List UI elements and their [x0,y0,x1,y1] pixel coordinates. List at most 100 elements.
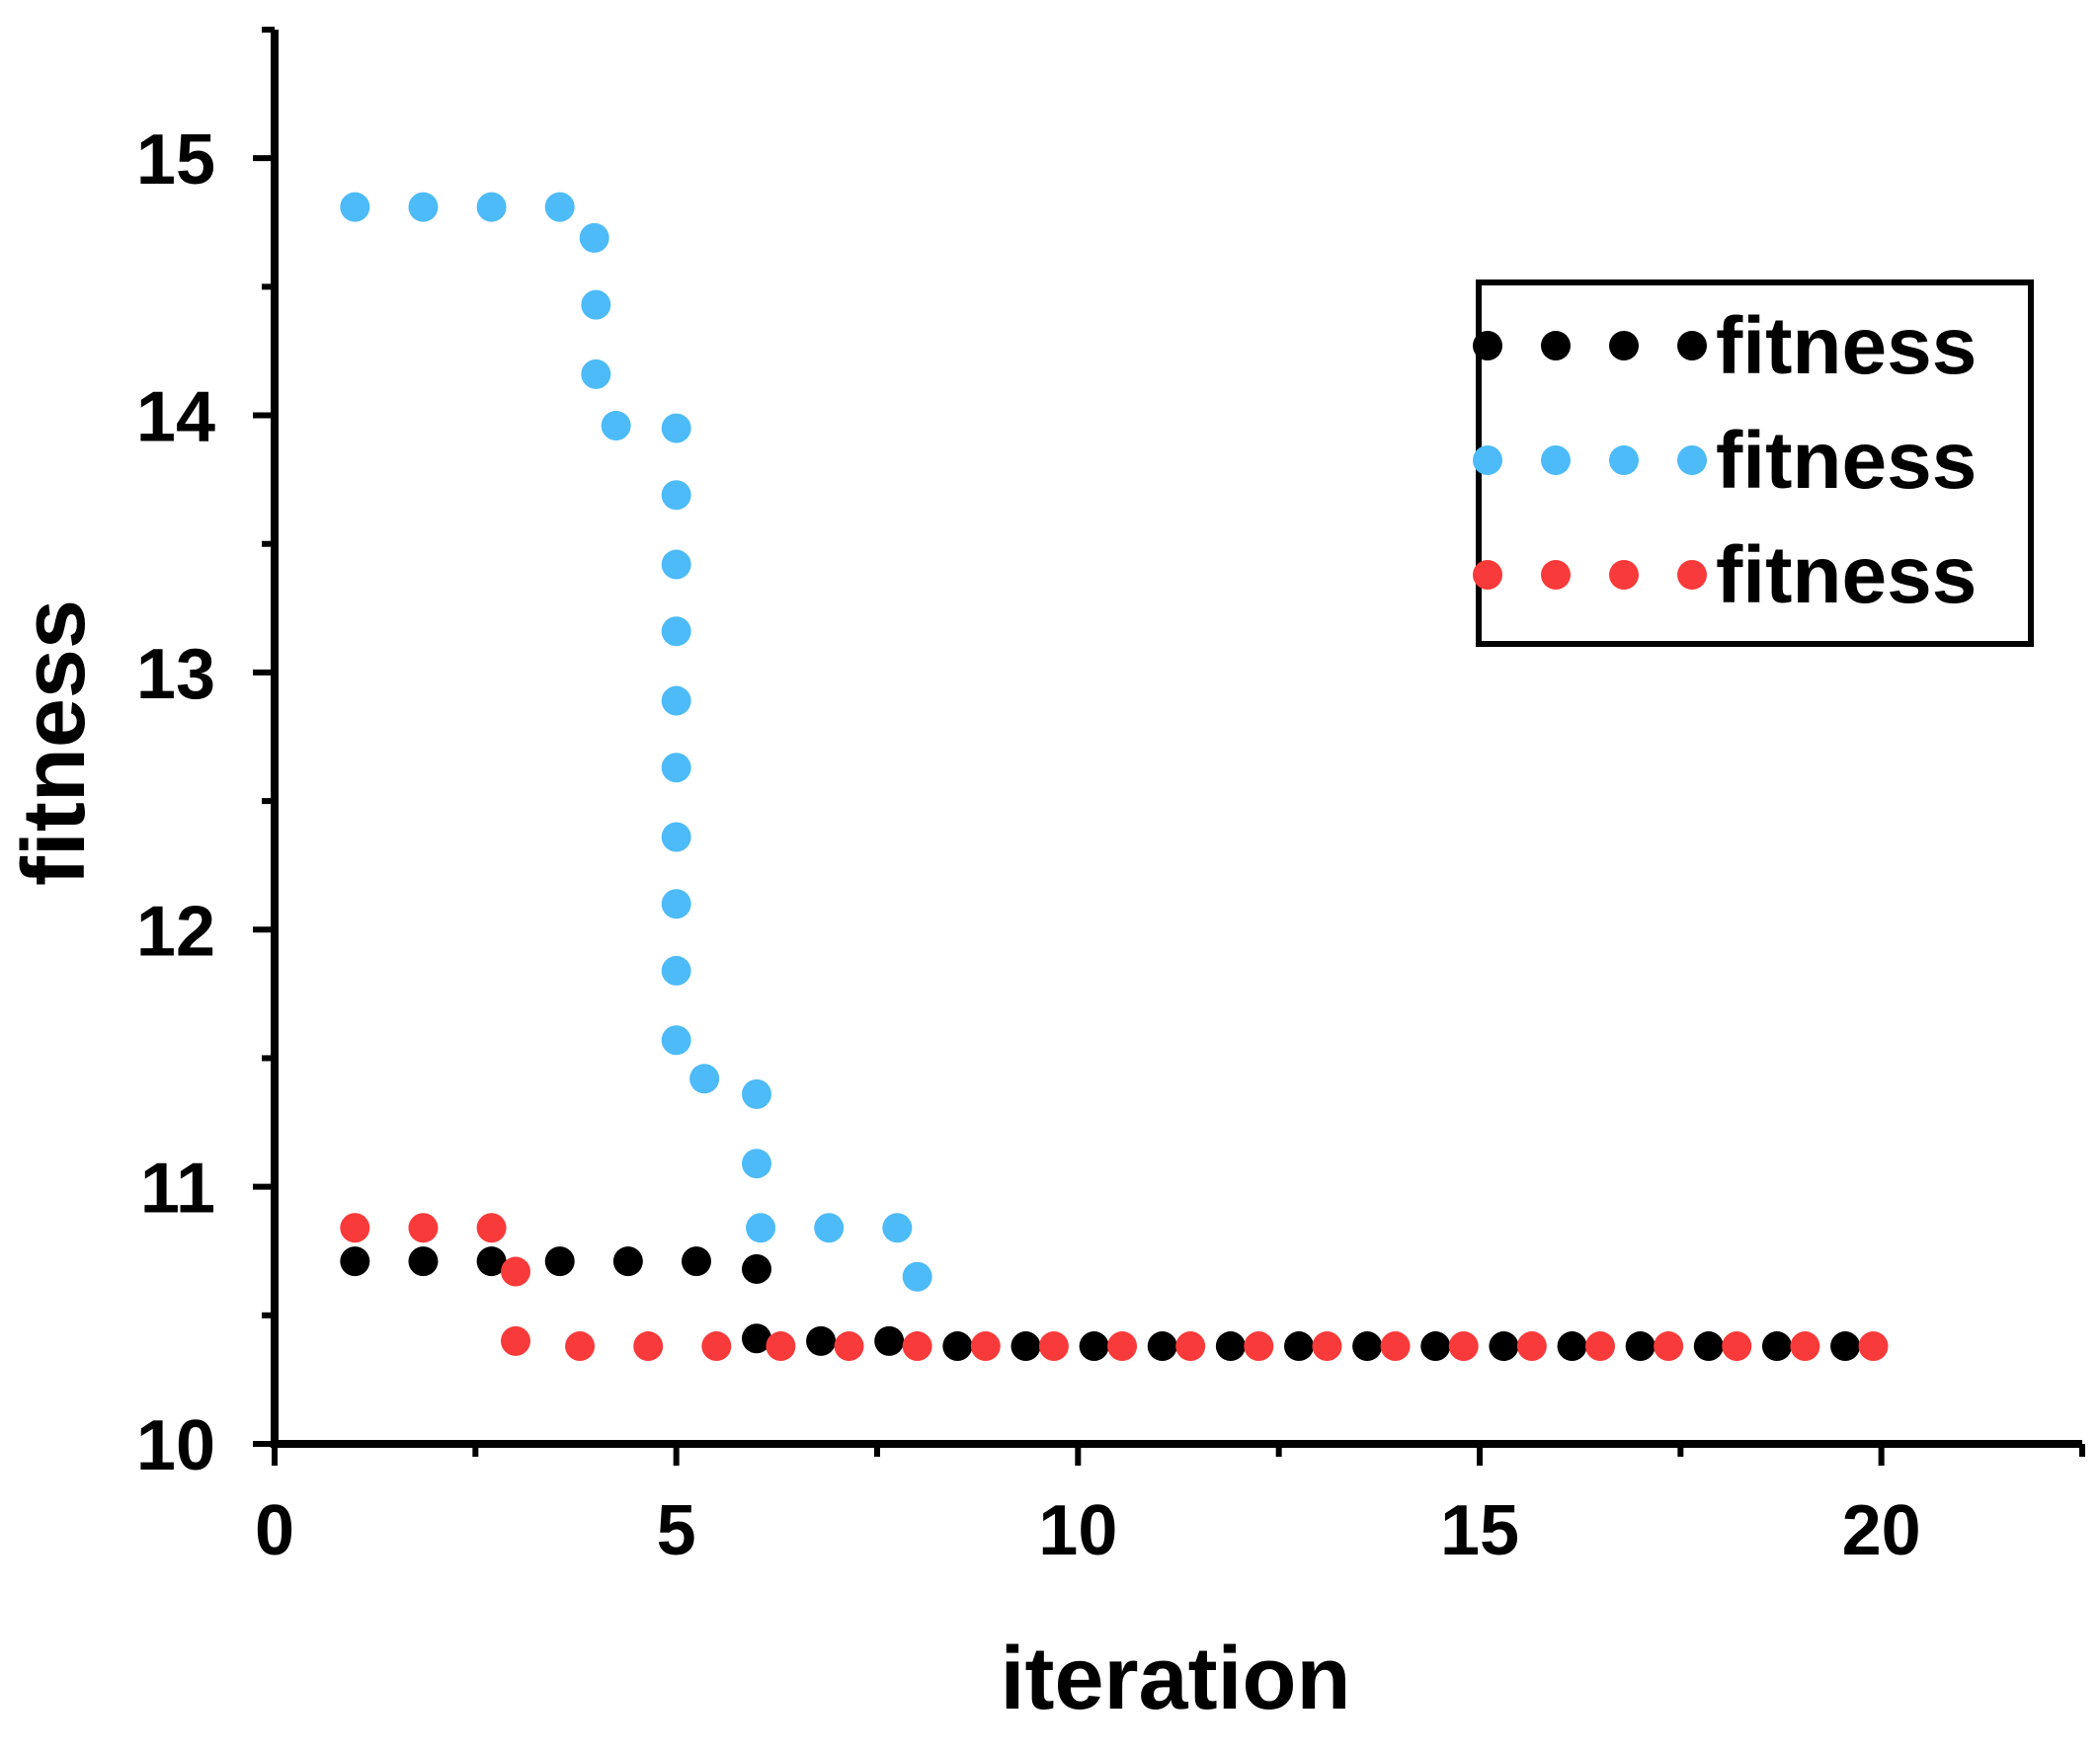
data-point-series-3 [1722,1331,1752,1362]
data-point-series-2 [661,413,691,443]
y-tick-label: 11 [140,1150,215,1229]
data-point-series-3 [340,1213,370,1243]
data-point-series-2 [476,192,507,222]
data-point-series-1 [1079,1331,1109,1362]
legend-marker [1473,331,1502,360]
data-point-series-1 [942,1331,973,1362]
data-point-series-1 [742,1253,771,1284]
data-point-series-2 [544,192,575,222]
legend-marker [1609,331,1639,360]
x-tick-label: 0 [255,1491,294,1570]
legend-box [1476,279,2034,647]
data-point-series-3 [565,1331,596,1362]
axis-ticks: 0 5 10 15 20 10 11 12 13 14 15 [136,27,2085,1570]
data-point-series-3 [1038,1331,1069,1362]
data-points [340,192,1889,1362]
data-point-series-3 [1858,1331,1889,1362]
data-point-series-3 [766,1331,796,1362]
data-point-series-3 [408,1213,439,1243]
legend: fitness fitness fitness [1473,279,2034,647]
data-point-series-2 [882,1213,913,1243]
data-point-series-2 [581,289,611,320]
data-point-series-3 [501,1325,530,1356]
data-point-series-3 [1654,1331,1684,1362]
data-point-series-3 [1516,1331,1547,1362]
x-tick-label: 20 [1842,1491,1921,1570]
y-tick-label: 13 [136,635,215,714]
legend-marker [1609,560,1639,590]
data-point-series-3 [1107,1331,1138,1362]
data-point-series-1 [476,1246,507,1277]
data-point-series-2 [689,1064,720,1094]
data-point-series-2 [661,685,691,716]
data-point-series-3 [1244,1331,1274,1362]
data-point-series-3 [1175,1331,1206,1362]
data-point-series-2 [814,1213,845,1243]
data-point-series-1 [1010,1331,1041,1362]
y-tick-label: 12 [136,892,215,971]
x-tick-label: 15 [1440,1491,1519,1570]
data-point-series-3 [1448,1331,1479,1362]
legend-label: fitness [1716,416,1977,506]
data-point-series-3 [1380,1331,1411,1362]
data-point-series-1 [742,1323,771,1354]
data-point-series-2 [746,1213,776,1243]
legend-marker [1541,560,1571,590]
legend-label: fitness [1716,301,1977,391]
x-tick-label: 5 [657,1491,696,1570]
data-point-series-1 [1352,1331,1383,1362]
data-point-series-1 [1147,1331,1177,1362]
data-point-series-2 [661,549,691,580]
y-tick-label: 14 [136,378,215,457]
legend-marker [1677,560,1707,590]
data-point-series-2 [581,359,611,389]
data-point-series-3 [834,1331,864,1362]
y-tick-label: 15 [136,120,215,199]
data-point-series-2 [661,753,691,783]
data-point-series-1 [682,1246,711,1277]
data-point-series-2 [742,1149,771,1179]
data-point-series-2 [579,222,609,253]
legend-label: fitness [1716,530,1977,620]
data-point-series-1 [612,1246,643,1277]
data-point-series-1 [1557,1331,1587,1362]
legend-marker [1541,331,1571,360]
data-point-series-2 [661,822,691,852]
y-tick-label: 10 [136,1406,215,1485]
legend-marker [1609,445,1639,475]
data-point-series-1 [1284,1331,1314,1362]
data-point-series-1 [544,1246,575,1277]
x-tick-label: 10 [1038,1491,1117,1570]
data-point-series-1 [408,1246,439,1277]
legend-marker [1541,445,1571,475]
data-point-series-2 [340,192,370,222]
data-point-series-1 [1693,1331,1724,1362]
data-point-series-3 [501,1256,530,1287]
y-axis-label: fitness [5,599,104,886]
data-point-series-1 [340,1246,370,1277]
data-point-series-3 [633,1331,664,1362]
legend-marker [1473,560,1502,590]
data-point-series-1 [1761,1331,1792,1362]
data-point-series-1 [1489,1331,1519,1362]
data-point-series-1 [1420,1331,1451,1362]
data-point-series-2 [661,1025,691,1056]
data-point-series-3 [1790,1331,1820,1362]
data-point-series-2 [902,1261,932,1292]
data-point-series-2 [661,889,691,919]
data-point-series-1 [1215,1331,1246,1362]
data-point-series-3 [970,1331,1001,1362]
data-point-series-1 [1625,1331,1656,1362]
data-point-series-2 [742,1078,771,1109]
data-point-series-1 [874,1325,905,1356]
legend-marker [1677,445,1707,475]
data-point-series-3 [902,1331,932,1362]
legend-marker [1473,445,1502,475]
data-point-series-2 [661,955,691,986]
data-point-series-3 [476,1213,507,1243]
data-point-series-3 [1312,1331,1342,1362]
x-axis-label: iteration [1000,1630,1350,1728]
data-point-series-2 [661,480,691,511]
